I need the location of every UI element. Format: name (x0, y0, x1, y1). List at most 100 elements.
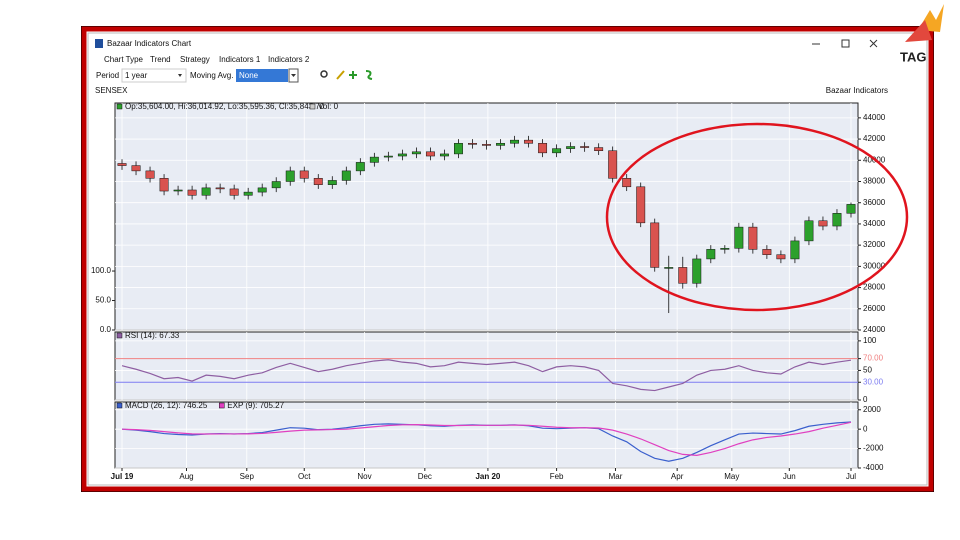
x-tick-label: Feb (550, 472, 564, 481)
candle-body (271, 181, 281, 189)
charts: 24000 26000 28000 30000 32000 34000 36000 38000… (91, 102, 886, 481)
close-button[interactable] (869, 39, 878, 48)
candle-body (790, 240, 800, 260)
x-tick-label: Nov (357, 472, 371, 481)
symbol: SENSEX (95, 86, 128, 95)
add-icon[interactable] (349, 71, 357, 79)
menu-item[interactable]: Indicators 2 (268, 55, 310, 64)
y-tick-label: 34000 (863, 219, 886, 228)
y-tick-label: 50 (863, 366, 872, 375)
x-tick-label: Dec (418, 472, 432, 481)
legend-label: MACD (26, 12): 746.25 (125, 401, 208, 410)
candle-body (510, 139, 519, 144)
legend-swatch (116, 332, 123, 339)
ohlc-label: Op:35,604.00, Hi:36,014.92, Lo:35,595.36… (125, 102, 325, 111)
x-tick-label: May (724, 472, 739, 481)
y-tick-label: 30000 (863, 261, 886, 270)
candle-body (720, 248, 730, 250)
candle-body (173, 189, 183, 192)
candle-body (355, 162, 365, 172)
legend-label: RSI (14): 67.33 (125, 331, 180, 340)
candle-body (664, 267, 674, 269)
legend-swatch (309, 103, 316, 110)
plot-area (114, 401, 859, 469)
candle-body (804, 220, 814, 242)
candle-body (145, 170, 155, 179)
y-tick-label: -4000 (863, 463, 884, 472)
menu-item[interactable]: Strategy (180, 55, 210, 64)
candle-body (650, 222, 660, 268)
candle-body (397, 153, 407, 157)
candle-body (383, 155, 393, 158)
y-tick-label: 2000 (863, 405, 881, 414)
plot-area (114, 102, 859, 331)
candle-body (734, 226, 744, 249)
x-tick-label: Apr (671, 472, 684, 481)
candle-body (580, 146, 590, 148)
menu-item[interactable]: Indicators 1 (219, 55, 261, 64)
x-tick-label: Jul (846, 472, 856, 481)
candle-body (187, 189, 197, 196)
candle-body (818, 220, 828, 227)
candle-body (439, 153, 449, 157)
y-tick-label: -2000 (863, 444, 884, 453)
window-title: Bazaar Indicators Chart (107, 39, 192, 48)
legend-label: EXP (9): 705.27 (227, 401, 284, 410)
candle-body (496, 143, 505, 146)
candle-body (776, 254, 786, 260)
x-tick-label: Mar (609, 472, 623, 481)
candle-body (369, 156, 379, 163)
volume-label: Vol: 0 (318, 102, 339, 111)
candle-body (594, 147, 604, 151)
period-select[interactable] (121, 68, 187, 83)
candle-body (678, 267, 688, 284)
candle-body (117, 163, 127, 166)
y-tick-label: 28000 (863, 283, 886, 292)
candle-body (524, 139, 534, 144)
candle-body (299, 170, 309, 179)
candle-body (566, 146, 576, 149)
candle-body (243, 191, 253, 196)
logo-text: TAG (900, 49, 926, 64)
candle-body (832, 213, 842, 227)
y-tick-label: 24000 (863, 325, 886, 334)
candle-body (159, 178, 169, 192)
candle-body (622, 178, 632, 188)
y-tick-label: 30.00 (863, 377, 884, 386)
x-tick-label: Jan 20 (475, 472, 500, 481)
candle-body (425, 151, 435, 157)
zoom-icon[interactable] (320, 70, 328, 78)
candle-body (327, 180, 337, 185)
candle-body (762, 249, 772, 255)
menu-item[interactable]: Trend (150, 55, 171, 64)
menu-item[interactable]: Chart Type (104, 55, 144, 64)
x-tick-label: Jul 19 (111, 472, 134, 481)
y-tick-label: 44000 (863, 113, 886, 122)
candle-body (215, 187, 225, 190)
y2-tick-label: 100.0 (91, 266, 112, 275)
candle-body (552, 148, 562, 154)
y-tick-label: 32000 (863, 240, 886, 249)
candle-body (706, 249, 716, 260)
candle-body (748, 226, 758, 250)
candle-body (692, 258, 702, 284)
x-tick-label: Aug (179, 472, 193, 481)
ma-select[interactable] (236, 69, 288, 82)
y-tick-label: 36000 (863, 198, 886, 207)
y-tick-label: 0 (863, 395, 868, 404)
refresh-icon[interactable] (365, 70, 373, 80)
series-line (121, 421, 852, 456)
dropdown-arrow (291, 74, 296, 77)
dropdown-arrow (178, 74, 182, 77)
plot-area (114, 331, 859, 401)
maximize-button[interactable] (841, 39, 850, 48)
candle-body (131, 165, 141, 172)
draw-icon[interactable] (336, 70, 345, 80)
series-line (121, 359, 852, 392)
y-tick-label: 42000 (863, 134, 886, 143)
candle-body (482, 144, 491, 146)
period-label: Period (96, 71, 119, 80)
candle-body (201, 187, 211, 196)
x-tick-label: Oct (298, 472, 311, 481)
